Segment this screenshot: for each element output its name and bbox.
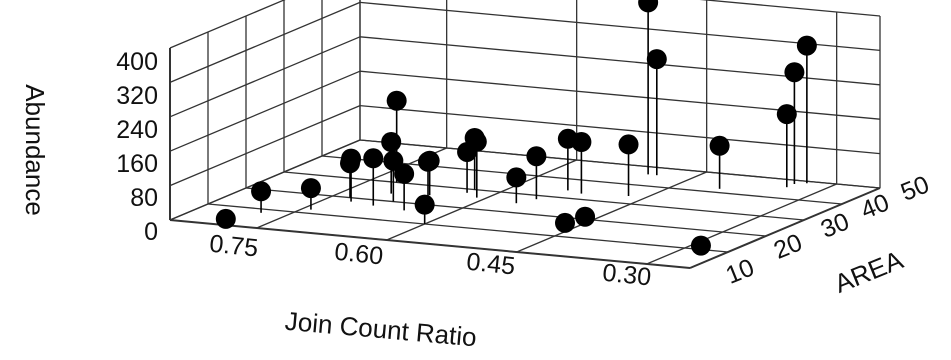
y-tick-label: 20 bbox=[770, 228, 806, 264]
data-point bbox=[251, 181, 272, 202]
data-point bbox=[414, 194, 435, 215]
x-tick-label: 0.60 bbox=[333, 238, 384, 271]
data-point bbox=[386, 90, 407, 111]
floor-grid-line bbox=[646, 183, 837, 265]
z-tick-label: 400 bbox=[116, 48, 158, 76]
x-tick-labels: 0.75 0.60 0.45 0.30 bbox=[208, 230, 652, 292]
data-point bbox=[381, 132, 402, 152]
z-tick-label: 80 bbox=[130, 184, 158, 212]
z-tick-label: 320 bbox=[116, 82, 158, 110]
z-axis-title: Abundance bbox=[20, 84, 50, 216]
left-wall-grid-line bbox=[169, 0, 286, 49]
back-wall-grid-line bbox=[359, 104, 881, 155]
data-point bbox=[300, 178, 321, 199]
y-axis-line bbox=[689, 187, 881, 269]
data-point bbox=[418, 151, 438, 172]
left-wall-grid-line bbox=[169, 139, 361, 221]
grid-layer bbox=[169, 0, 881, 269]
floor-grid-line bbox=[207, 203, 729, 253]
z-tick-label: 0 bbox=[144, 218, 158, 246]
x-tick-label: 0.45 bbox=[465, 248, 516, 281]
y-axis-title: AREA bbox=[830, 244, 907, 299]
left-wall-grid-line bbox=[169, 105, 361, 187]
floor-grid-line bbox=[245, 187, 767, 237]
data-point bbox=[466, 131, 487, 152]
data-point bbox=[215, 208, 236, 229]
z-tick-label: 160 bbox=[116, 150, 158, 178]
floor-grid-line bbox=[386, 159, 577, 241]
data-point bbox=[709, 135, 730, 156]
data-point bbox=[575, 206, 596, 227]
data-point bbox=[690, 235, 711, 256]
x-axis-line bbox=[169, 219, 691, 269]
data-point bbox=[341, 148, 362, 169]
data-point bbox=[784, 62, 805, 83]
left-wall-grid-line bbox=[169, 70, 361, 152]
data-point bbox=[363, 148, 384, 169]
y-tick-label: 10 bbox=[722, 253, 758, 289]
point-layer bbox=[215, 0, 817, 256]
back-wall-grid-line bbox=[359, 139, 881, 189]
x-tick-label: 0.30 bbox=[601, 259, 652, 292]
y-tick-label: 50 bbox=[897, 170, 933, 206]
left-wall-grid-line bbox=[169, 1, 361, 83]
data-point bbox=[776, 104, 797, 125]
y-tick-label: 40 bbox=[857, 188, 893, 224]
floor-grid-line bbox=[283, 171, 805, 221]
z-tick-label: 240 bbox=[116, 116, 158, 144]
data-point bbox=[526, 146, 547, 167]
data-point bbox=[555, 212, 575, 233]
left-wall-grid-line bbox=[169, 36, 361, 118]
z-tick-labels: 0 80 160 240 320 400 bbox=[116, 48, 158, 246]
data-point bbox=[638, 0, 659, 13]
data-point bbox=[506, 167, 527, 188]
x-axis-title: Join Count Ratio bbox=[284, 306, 478, 353]
data-point bbox=[394, 163, 415, 184]
data-point bbox=[571, 132, 592, 152]
data-point bbox=[796, 35, 817, 56]
stem-layer bbox=[225, 2, 808, 228]
back-wall-grid-line bbox=[359, 1, 881, 52]
x-tick-label: 0.75 bbox=[208, 230, 259, 263]
back-wall-grid-line bbox=[699, 0, 881, 17]
floor-grid-line bbox=[516, 171, 707, 253]
data-point bbox=[646, 49, 667, 70]
data-point bbox=[618, 134, 639, 155]
